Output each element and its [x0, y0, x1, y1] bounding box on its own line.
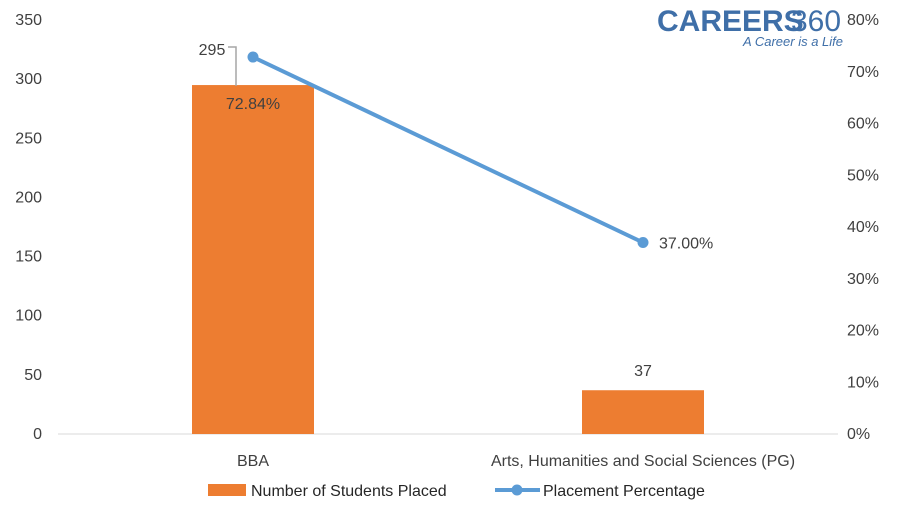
left-tick-label: 50 — [24, 367, 42, 384]
right-tick-label: 30% — [847, 271, 879, 288]
category-labels: BBA Arts, Humanities and Social Sciences … — [237, 453, 795, 470]
legend-line-label: Placement Percentage — [543, 483, 705, 500]
right-tick-label: 10% — [847, 374, 879, 391]
left-tick-label: 200 — [15, 189, 42, 206]
right-tick-label: 60% — [847, 116, 879, 133]
bar-series — [192, 85, 704, 435]
legend: Number of Students Placed Placement Perce… — [208, 483, 705, 500]
logo-number: 360 — [791, 5, 841, 38]
line-point — [637, 237, 649, 249]
legend-line-marker — [511, 484, 523, 496]
legend-bar-label: Number of Students Placed — [251, 483, 447, 500]
line-value-label: 72.84% — [226, 96, 280, 113]
left-axis-ticks: 0 50 100 150 200 250 300 350 — [15, 12, 42, 443]
left-tick-label: 100 — [15, 308, 42, 325]
category-label: Arts, Humanities and Social Sciences (PG… — [491, 453, 795, 470]
series-line — [252, 55, 644, 245]
category-label: BBA — [237, 453, 269, 470]
right-tick-label: 70% — [847, 64, 879, 81]
logo-tagline: A Career is a Life — [742, 34, 843, 49]
line-series — [247, 51, 649, 249]
left-tick-label: 250 — [15, 130, 42, 147]
left-tick-label: 150 — [15, 249, 42, 266]
data-labels: 295 37 72.84% 37.00% — [199, 42, 714, 380]
bar — [582, 390, 704, 434]
right-tick-label: 50% — [847, 167, 879, 184]
bar-label-leader — [228, 46, 237, 86]
right-tick-label: 80% — [847, 12, 879, 29]
left-tick-label: 0 — [33, 426, 42, 443]
careers360-logo: CAREERS 360 A Career is a Life — [657, 5, 843, 49]
bar-value-label: 295 — [199, 42, 226, 59]
left-tick-label: 350 — [15, 12, 42, 29]
bar — [192, 85, 314, 435]
bar-value-label: 37 — [634, 363, 652, 380]
right-tick-label: 0% — [847, 426, 870, 443]
logo-brand: CAREERS — [657, 5, 804, 38]
line-value-label: 37.00% — [659, 236, 713, 253]
line-point — [247, 51, 259, 63]
right-tick-label: 20% — [847, 323, 879, 340]
right-tick-label: 40% — [847, 219, 879, 236]
legend-bar-swatch — [208, 484, 246, 496]
right-axis-ticks: 0% 10% 20% 30% 40% 50% 60% 70% 80% — [847, 12, 879, 443]
left-tick-label: 300 — [15, 71, 42, 88]
